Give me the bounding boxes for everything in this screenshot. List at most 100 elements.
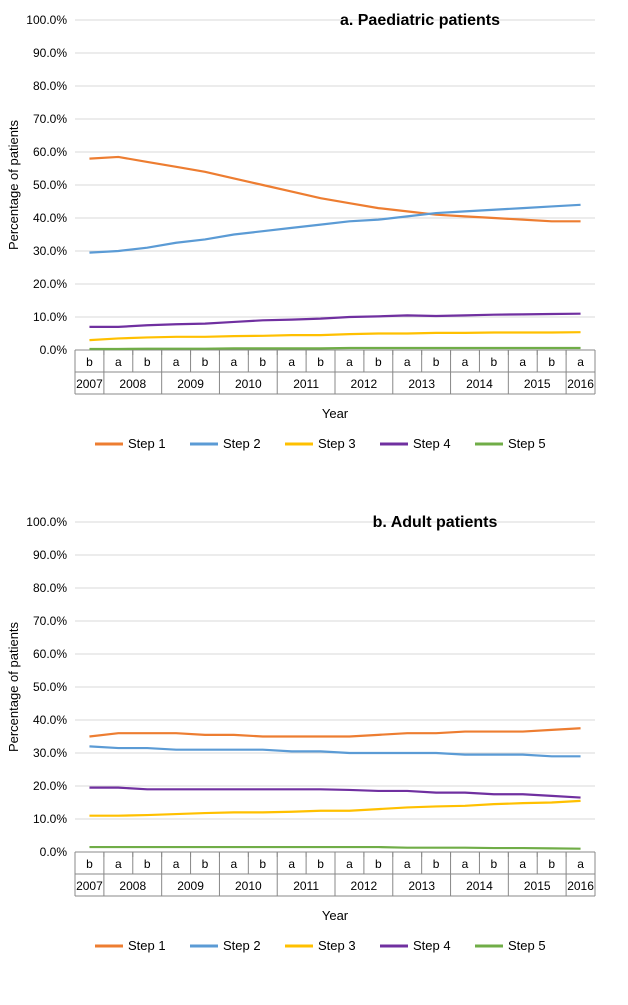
chart-1: 0.0%10.0%20.0%30.0%40.0%50.0%60.0%70.0%8…	[0, 502, 628, 1004]
series-line-step-4	[89, 788, 580, 798]
y-axis-label: Percentage of patients	[6, 621, 21, 752]
chart-title: a. Paediatric patients	[340, 12, 500, 29]
legend-label: Step 3	[318, 938, 356, 953]
x-tick-label-year: 2008	[119, 879, 146, 893]
x-tick-label-year: 2010	[235, 377, 262, 391]
y-axis-label: Percentage of patients	[6, 119, 21, 250]
y-tick-label: 30.0%	[33, 244, 67, 258]
x-tick-label-ab: b	[144, 355, 151, 369]
y-tick-label: 90.0%	[33, 548, 67, 562]
x-tick-label-year: 2009	[177, 377, 204, 391]
x-tick-label-ab: b	[375, 857, 382, 871]
x-tick-label-ab: a	[231, 355, 238, 369]
y-tick-label: 40.0%	[33, 713, 67, 727]
series-line-step-2	[89, 205, 580, 253]
x-tick-label-year: 2011	[293, 377, 319, 391]
y-tick-label: 70.0%	[33, 112, 67, 126]
x-tick-label-ab: a	[404, 355, 411, 369]
x-tick-label-ab: b	[375, 355, 382, 369]
y-tick-label: 80.0%	[33, 79, 67, 93]
x-tick-label-ab: b	[548, 857, 555, 871]
x-tick-label-ab: b	[86, 355, 93, 369]
x-tick-label-ab: a	[115, 857, 122, 871]
legend-label: Step 2	[223, 436, 261, 451]
x-tick-label-year: 2007	[76, 879, 103, 893]
x-tick-label-ab: a	[173, 857, 180, 871]
y-tick-label: 10.0%	[33, 812, 67, 826]
x-tick-label-ab: b	[317, 857, 324, 871]
x-tick-label-ab: a	[404, 857, 411, 871]
x-tick-label-year: 2011	[293, 879, 319, 893]
x-tick-label-year: 2015	[524, 377, 551, 391]
series-line-step-2	[89, 746, 580, 756]
x-tick-label-ab: a	[577, 355, 584, 369]
x-tick-label-ab: b	[144, 857, 151, 871]
y-tick-label: 60.0%	[33, 145, 67, 159]
x-tick-label-year: 2016	[567, 377, 594, 391]
x-tick-label-year: 2016	[567, 879, 594, 893]
y-tick-label: 40.0%	[33, 211, 67, 225]
legend-label: Step 3	[318, 436, 356, 451]
x-tick-label-ab: b	[433, 857, 440, 871]
x-tick-label-year: 2008	[119, 377, 146, 391]
y-tick-label: 10.0%	[33, 310, 67, 324]
x-tick-label-ab: b	[491, 355, 498, 369]
y-tick-label: 30.0%	[33, 746, 67, 760]
x-tick-label-year: 2009	[177, 879, 204, 893]
x-tick-label-year: 2007	[76, 377, 103, 391]
x-tick-label-year: 2014	[466, 879, 493, 893]
x-tick-label-ab: a	[346, 857, 353, 871]
y-tick-label: 20.0%	[33, 779, 67, 793]
y-tick-label: 100.0%	[26, 515, 67, 529]
x-tick-label-ab: a	[577, 857, 584, 871]
x-tick-label-ab: b	[259, 857, 266, 871]
x-tick-label-ab: b	[86, 857, 93, 871]
x-tick-label-year: 2015	[524, 879, 551, 893]
legend-label: Step 5	[508, 938, 546, 953]
y-tick-label: 80.0%	[33, 581, 67, 595]
x-tick-label-ab: b	[259, 355, 266, 369]
x-tick-label-year: 2013	[408, 377, 435, 391]
x-tick-label-year: 2012	[351, 879, 378, 893]
x-tick-label-year: 2010	[235, 879, 262, 893]
series-line-step-4	[89, 314, 580, 327]
x-tick-label-ab: a	[519, 857, 526, 871]
x-tick-label-ab: a	[462, 355, 469, 369]
series-line-step-1	[89, 728, 580, 736]
y-tick-label: 60.0%	[33, 647, 67, 661]
x-tick-label-ab: a	[346, 355, 353, 369]
y-tick-label: 50.0%	[33, 178, 67, 192]
y-tick-label: 70.0%	[33, 614, 67, 628]
x-tick-label-ab: b	[202, 857, 209, 871]
series-line-step-3	[89, 801, 580, 816]
x-tick-label-year: 2013	[408, 879, 435, 893]
x-axis-label: Year	[322, 406, 349, 421]
legend-label: Step 2	[223, 938, 261, 953]
series-line-step-5	[89, 348, 580, 349]
x-tick-label-ab: b	[548, 355, 555, 369]
x-tick-label-ab: b	[433, 355, 440, 369]
x-tick-label-ab: b	[317, 355, 324, 369]
x-tick-label-ab: a	[462, 857, 469, 871]
x-tick-label-year: 2014	[466, 377, 493, 391]
legend-label: Step 1	[128, 938, 166, 953]
x-tick-label-ab: a	[519, 355, 526, 369]
series-line-step-1	[89, 157, 580, 221]
x-tick-label-ab: a	[288, 355, 295, 369]
series-line-step-5	[89, 847, 580, 849]
chart-0: 0.0% 10.0% 20.0% 30.0% 40.0% 50.0% 60.0% 70.0% 8…	[0, 0, 628, 502]
y-tick-label: 100.0%	[26, 13, 67, 27]
x-tick-label-ab: a	[115, 355, 122, 369]
legend-label: Step 4	[413, 436, 451, 451]
x-tick-label-ab: b	[491, 857, 498, 871]
x-tick-label-ab: a	[173, 355, 180, 369]
y-tick-label: 90.0%	[33, 46, 67, 60]
x-tick-label-ab: b	[202, 355, 209, 369]
series-line-step-3	[89, 332, 580, 340]
x-axis-label: Year	[322, 908, 349, 923]
x-tick-label-year: 2012	[351, 377, 378, 391]
y-tick-label: 20.0%	[33, 277, 67, 291]
y-tick-label: 50.0%	[33, 680, 67, 694]
x-tick-label-ab: a	[231, 857, 238, 871]
y-tick-label: 0.0%	[40, 343, 68, 357]
